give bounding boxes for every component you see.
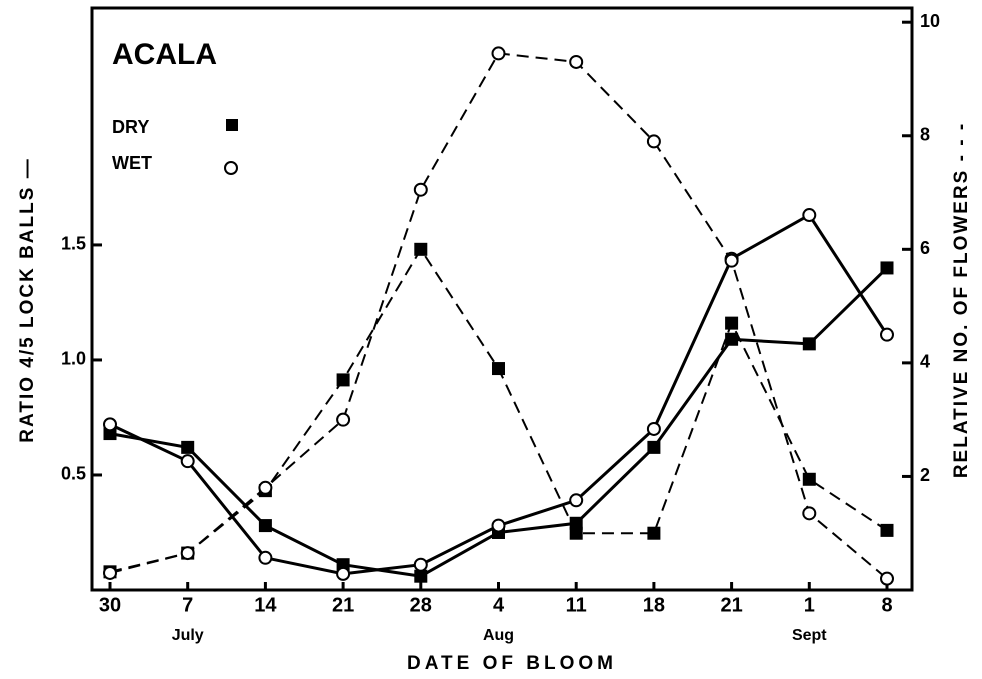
marker <box>725 316 739 330</box>
month-label: Sept <box>792 627 827 644</box>
marker <box>180 546 195 561</box>
marker <box>802 506 817 521</box>
marker <box>336 566 351 581</box>
x-tick-label: 11 <box>566 594 587 616</box>
marker <box>880 261 894 275</box>
y2-axis-label: RELATIVE NO. OF FLOWERS - - - <box>951 122 972 478</box>
marker <box>647 526 661 540</box>
y2-tick-label: 4 <box>920 352 930 372</box>
marker <box>646 134 661 149</box>
marker <box>491 46 506 61</box>
y-tick-label: 1.0 <box>61 349 86 369</box>
y2-tick-label: 10 <box>920 11 940 31</box>
marker <box>103 417 117 432</box>
x-tick-label: 4 <box>493 594 505 616</box>
y2-tick-label: 6 <box>920 238 930 258</box>
marker <box>725 332 739 346</box>
legend-marker <box>226 119 238 131</box>
marker <box>802 337 816 351</box>
marker <box>647 440 661 454</box>
marker <box>569 54 584 69</box>
legend-marker <box>224 161 238 175</box>
plot-frame <box>90 6 914 592</box>
marker <box>569 526 583 540</box>
marker <box>491 518 506 533</box>
series-line <box>109 52 888 580</box>
marker <box>258 519 272 533</box>
legend-label: WET <box>112 153 152 173</box>
marker <box>880 327 894 342</box>
marker <box>569 493 584 508</box>
marker <box>802 472 816 486</box>
x-tick-label: 14 <box>254 594 277 616</box>
x-tick-label: 7 <box>182 594 193 616</box>
marker <box>724 253 739 268</box>
marker <box>258 480 273 495</box>
marker <box>413 182 428 197</box>
x-tick-label: 1 <box>804 594 815 616</box>
marker <box>103 565 117 580</box>
x-axis-label: DATE OF BLOOM <box>407 653 617 674</box>
marker <box>181 440 195 454</box>
marker <box>413 557 428 572</box>
marker <box>880 571 894 586</box>
marker <box>646 421 661 436</box>
y-tick-label: 1.5 <box>61 234 86 254</box>
month-label: Aug <box>483 627 514 644</box>
x-tick-label: 30 <box>99 594 121 616</box>
x-tick-label: 21 <box>332 594 354 616</box>
chart-title: ACALA <box>112 38 217 71</box>
legend-label: DRY <box>112 117 149 137</box>
y2-tick-label: 8 <box>920 125 930 145</box>
y-axis-label: RATIO 4/5 LOCK BALLS — <box>17 157 38 442</box>
marker <box>414 569 428 583</box>
x-tick-label: 18 <box>643 594 665 616</box>
y2-tick-label: 2 <box>920 465 930 485</box>
marker <box>802 208 817 223</box>
x-tick-label: 8 <box>881 594 892 616</box>
marker <box>180 454 195 469</box>
marker <box>880 523 894 537</box>
y-tick-label: 0.5 <box>61 464 86 484</box>
marker <box>336 373 350 387</box>
x-tick-label: 21 <box>720 594 742 616</box>
marker <box>492 362 505 376</box>
marker <box>258 550 273 565</box>
marker <box>414 242 428 256</box>
x-tick-label: 28 <box>410 594 432 616</box>
month-label: July <box>172 627 204 644</box>
marker <box>336 412 351 427</box>
